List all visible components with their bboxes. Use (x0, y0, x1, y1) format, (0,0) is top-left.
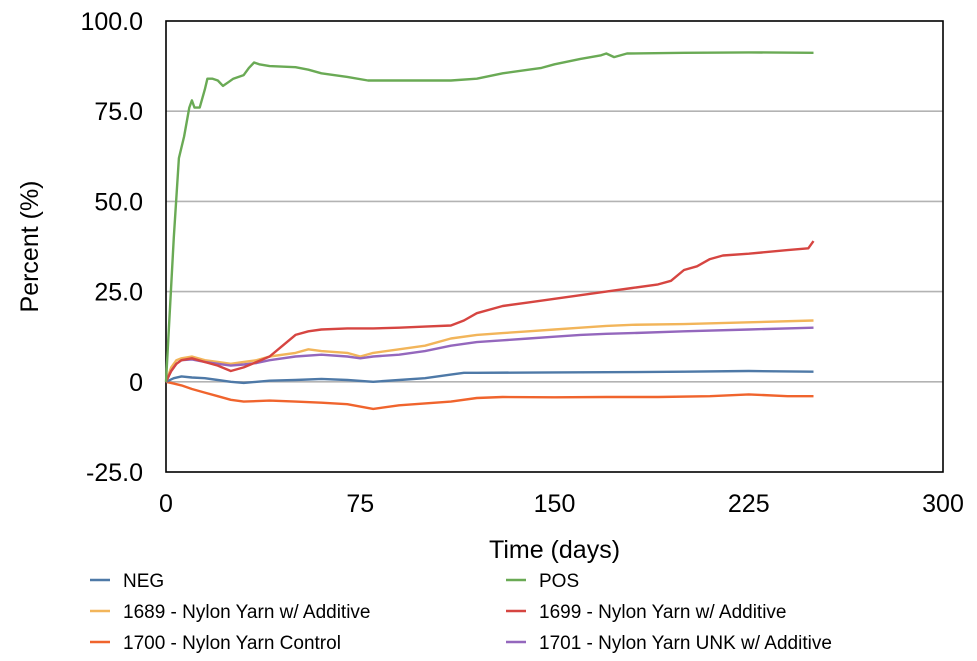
y-tick-label: 0 (129, 369, 143, 397)
y-tick-label: 100.0 (80, 8, 143, 36)
series-line (164, 240, 815, 383)
legend-label: 1689 - Nylon Yarn w/ Additive (123, 602, 371, 623)
legend: NEG POS 1689 - Nylon Yarn w/ Additive 1699 … (90, 571, 832, 654)
y-tick-label: 75.0 (94, 98, 143, 126)
y-tick-label: -25.0 (86, 459, 143, 487)
x-tick-label: 75 (346, 490, 374, 518)
x-axis-title: Time (days) (489, 536, 620, 564)
series-lines (164, 51, 815, 411)
legend-label: 1701 - Nylon Yarn UNK w/ Additive (539, 633, 832, 654)
plot-frame (165, 20, 944, 473)
x-tick-label: 300 (922, 490, 964, 518)
x-tick-label: 225 (728, 490, 770, 518)
grid-lines (166, 110, 943, 383)
x-tick-label: 0 (159, 490, 173, 518)
y-tick-label: 25.0 (94, 279, 143, 307)
series-line (165, 380, 814, 411)
legend-label: 1699 - Nylon Yarn w/ Additive (539, 602, 787, 623)
series-line (164, 51, 814, 382)
legend-label: 1700 - Nylon Yarn Control (123, 633, 341, 654)
y-axis-title: Percent (%) (16, 181, 44, 313)
series-line (164, 319, 814, 383)
legend-label: POS (539, 571, 579, 592)
axis-ticks: -25.0 0 25.0 50.0 75.0 100.0 0 75 150 225 300 (80, 8, 963, 518)
y-tick-label: 50.0 (94, 188, 143, 216)
series-line (165, 369, 814, 385)
x-tick-label: 150 (534, 490, 576, 518)
legend-label: NEG (123, 571, 164, 592)
